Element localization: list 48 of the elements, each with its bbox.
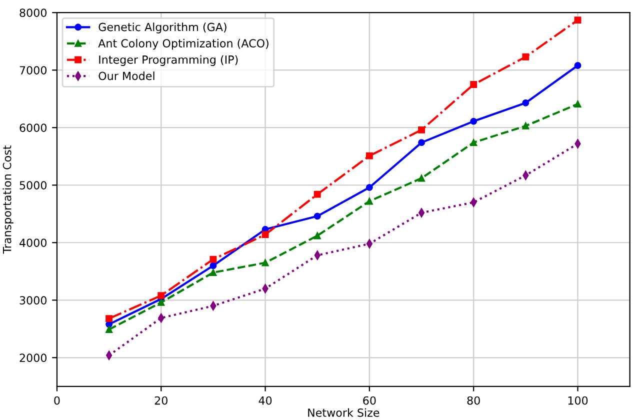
point [106, 326, 113, 333]
point [262, 259, 269, 266]
y-tick-label: 3000 [20, 296, 47, 305]
point [418, 139, 425, 146]
point [106, 350, 112, 360]
point [158, 298, 165, 306]
point [574, 100, 582, 108]
x-tick-label: 100 [568, 396, 588, 405]
y-tick-label: 6000 [20, 124, 47, 132]
y-tick-label: 5000 [20, 181, 47, 190]
point [522, 53, 530, 60]
legend-label: Genetic Algorithm (GA) [98, 22, 226, 34]
y-tick-label: 8000 [20, 8, 47, 17]
legend-label: Our Model [98, 72, 154, 80]
point [210, 256, 217, 263]
point [314, 232, 321, 240]
x-tick-label: 80 [467, 396, 480, 405]
point [418, 174, 425, 182]
point [574, 62, 582, 69]
point [522, 122, 530, 130]
legend-label: Integer Programming (IP) [99, 55, 238, 66]
point [210, 262, 217, 270]
point [366, 198, 373, 205]
x-tick-label: 0 [54, 396, 60, 405]
point [314, 190, 321, 198]
y-axis-title: Transportation Cost [2, 146, 14, 254]
point [470, 139, 478, 146]
point [366, 152, 373, 160]
y-tick-label: 7000 [20, 66, 47, 74]
point [262, 231, 269, 238]
x-axis-title: Network Size [308, 408, 380, 417]
point [574, 16, 582, 24]
y-tick-label: 4000 [20, 238, 47, 248]
x-tick-label: 40 [258, 396, 272, 405]
point [106, 315, 113, 322]
point [366, 184, 373, 191]
point [418, 208, 425, 218]
point [210, 269, 217, 276]
y-tick-label: 2000 [20, 354, 47, 362]
point [470, 118, 478, 125]
point [470, 81, 478, 88]
x-tick-label: 20 [154, 396, 168, 405]
point [418, 126, 425, 134]
point [158, 292, 165, 300]
x-tick-label: 60 [363, 396, 376, 405]
point [314, 212, 321, 220]
point [522, 99, 530, 106]
legend-label: Ant Colony Optimization (ACO) [98, 38, 268, 50]
